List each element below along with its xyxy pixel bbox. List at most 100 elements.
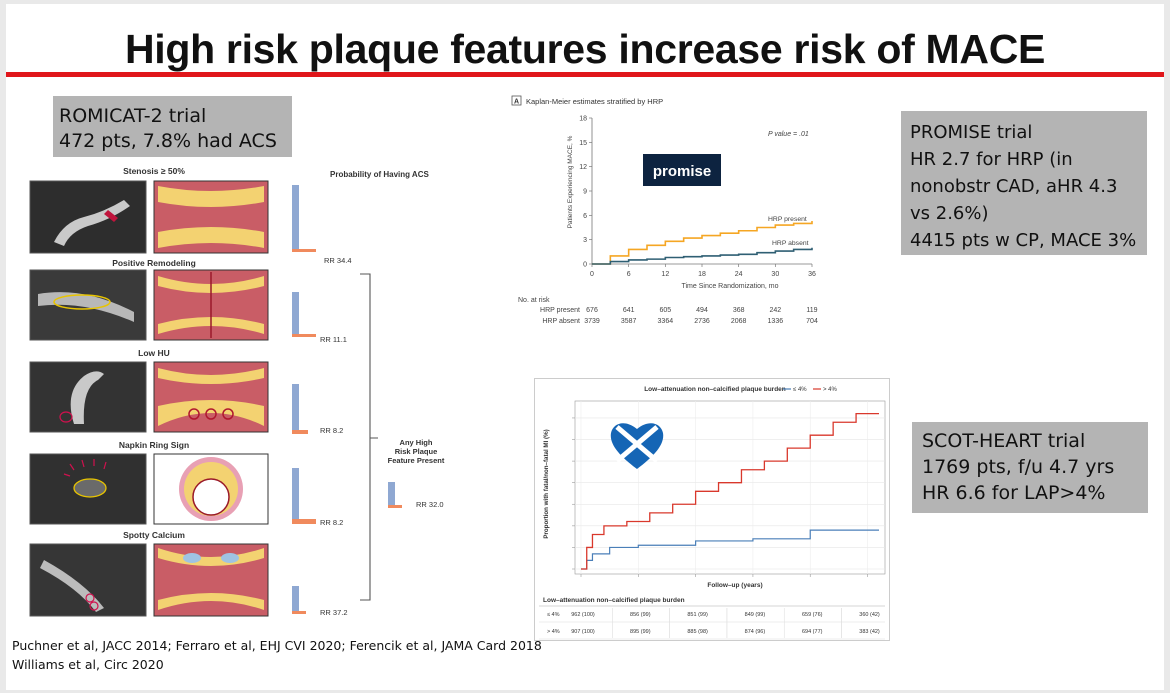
scot-legend-low: ≤ 4% — [793, 387, 807, 393]
vessel-shape — [54, 200, 130, 246]
rr-remodeling: RR 11.1 — [320, 335, 347, 344]
promise-risk-label-absent: HRP absent — [542, 318, 580, 325]
promise-risk-value: 3739 — [584, 318, 600, 325]
scot-table-value: 895 (99) — [630, 629, 651, 635]
promise-risk-label-present: HRP present — [540, 307, 580, 314]
promise-risk-value: 2068 — [731, 318, 747, 325]
scot-table-value: 962 (100) — [571, 612, 595, 618]
rr-spotty: RR 37.2 — [320, 608, 348, 617]
citation-line-1: Puchner et al, JACC 2014; Ferraro et al,… — [12, 638, 542, 653]
promise-risk-value: 3364 — [658, 318, 674, 325]
title-divider — [6, 72, 1164, 77]
promise-risk-value: 242 — [769, 307, 781, 314]
promise-risk-value: 119 — [806, 307, 817, 314]
citation-line-2: Williams et al, Circ 2020 — [12, 657, 164, 672]
feature-bracket — [360, 273, 378, 601]
promise-xtick-label: 12 — [661, 271, 669, 278]
romicat-trial-stats: 472 pts, 7.8% had ACS — [59, 130, 277, 152]
promise-line-4: vs 2.6%) — [910, 203, 989, 224]
promise-present-label: HRP present — [768, 216, 807, 223]
romicat-trial-name: ROMICAT-2 trial — [59, 105, 207, 127]
promise-line-1: PROMISE trial — [910, 122, 1033, 143]
row-label-napkin: Napkin Ring Sign — [119, 440, 189, 450]
scot-table-value: 659 (76) — [802, 612, 823, 618]
scot-table-value: 907 (100) — [571, 629, 595, 635]
any-label-3: Feature Present — [388, 456, 445, 465]
row-label-spotty: Spotty Calcium — [123, 530, 185, 540]
rr-bar-spotty — [292, 611, 306, 614]
promise-xtick-label: 36 — [808, 271, 816, 278]
scot-ylabel: Proportion with fatal/non–fatal MI (%) — [543, 429, 550, 538]
scot-line-1: SCOT-HEART trial — [922, 430, 1086, 452]
promise-ytick-label: 12 — [579, 164, 587, 171]
row-label-stenosis: Stenosis ≥ 50% — [123, 166, 185, 176]
prob-bar-low-hu — [292, 384, 299, 434]
prob-bar-stenosis — [292, 185, 299, 251]
slide: High risk plaque features increase risk … — [6, 4, 1164, 690]
promise-ytick-label: 15 — [579, 140, 587, 147]
scot-heart-summary-box: SCOT-HEART trial 1769 pts, f/u 4.7 yrs H… — [912, 422, 1148, 513]
promise-xtick-label: 0 — [590, 271, 594, 278]
scot-table-value: 856 (99) — [630, 612, 651, 618]
rr-bar-remodeling — [292, 334, 316, 337]
scot-line-2: 1769 pts, f/u 4.7 yrs — [922, 456, 1115, 478]
scot-heart-figure: Low–attenuation non–calcified plaque bur… — [534, 378, 890, 641]
promise-ytick-label: 18 — [579, 116, 587, 123]
rr-napkin: RR 8.2 — [320, 518, 343, 527]
promise-risk-value: 704 — [806, 318, 818, 325]
prob-bar-spotty — [292, 586, 299, 614]
promise-xlabel: Time Since Randomization, mo — [681, 283, 778, 290]
scot-line-3: HR 6.6 for LAP>4% — [922, 482, 1106, 504]
promise-figure: A Kaplan-Meier estimates stratified by H… — [510, 92, 826, 328]
slide-title: High risk plaque features increase risk … — [124, 26, 1046, 72]
romicat-summary-box: ROMICAT-2 trial 472 pts, 7.8% had ACS — [53, 96, 292, 157]
any-label-2: Risk Plaque — [395, 447, 438, 456]
any-label-1: Any High — [400, 438, 433, 447]
scot-table-value: 849 (99) — [745, 612, 766, 618]
promise-panel-letter: A — [514, 99, 519, 106]
promise-pvalue: P value = .01 — [768, 131, 809, 138]
prob-header: Probability of Having ACS — [330, 170, 429, 179]
promise-absent-label: HRP absent — [772, 240, 809, 247]
rr-bar-any — [388, 505, 402, 508]
promise-ytick-label: 9 — [583, 189, 587, 196]
promise-ytick-label: 3 — [583, 237, 587, 244]
prob-bar-remodeling — [292, 292, 299, 336]
scot-table-label-low: ≤ 4% — [547, 612, 560, 618]
stenosis-marker — [104, 210, 118, 222]
scot-table-value: 885 (98) — [687, 629, 708, 635]
promise-risk-value: 368 — [733, 307, 745, 314]
promise-ytick-label: 0 — [583, 262, 587, 269]
promise-logo — [643, 154, 721, 186]
promise-xtick-label: 6 — [627, 271, 631, 278]
promise-risk-value: 1336 — [768, 318, 784, 325]
scot-table-value: 874 (96) — [745, 629, 766, 635]
scot-xlabel: Follow–up (years) — [707, 582, 762, 589]
rr-stenosis: RR 34.4 — [324, 256, 352, 265]
rr-bar-napkin — [292, 519, 316, 524]
scot-series-low — [581, 529, 879, 570]
scotland-heart-icon — [610, 423, 664, 469]
promise-xtick-label: 24 — [735, 271, 743, 278]
promise-risk-value: 494 — [696, 307, 708, 314]
scot-series-high — [581, 412, 879, 570]
promise-risk-header: No. at risk — [518, 297, 550, 304]
romicat-figure: Probability of Having ACS Stenosis ≥ 50%… — [24, 162, 464, 622]
rr-bar-low-hu — [292, 430, 308, 434]
promise-line-5: 4415 pts w CP, MACE 3% — [910, 230, 1137, 251]
citations: Puchner et al, JACC 2014; Ferraro et al,… — [12, 636, 542, 674]
promise-risk-value: 641 — [623, 307, 635, 314]
rr-low-hu: RR 8.2 — [320, 426, 343, 435]
scot-legend-high: > 4% — [823, 387, 838, 393]
prob-bar-napkin — [292, 468, 299, 524]
promise-line-2: HR 2.7 for HRP (in — [910, 149, 1073, 170]
promise-xtick-label: 18 — [698, 271, 706, 278]
promise-ylabel: Patients Experiencing MACE, % — [567, 135, 574, 228]
prob-bar-any — [388, 482, 395, 508]
promise-chart-title: Kaplan-Meier estimates stratified by HRP — [526, 97, 663, 106]
scot-table-value: 360 (42) — [859, 612, 880, 618]
scot-table-label-high: > 4% — [547, 629, 560, 635]
row-label-remodeling: Positive Remodeling — [112, 258, 196, 268]
ct-image-spotty — [29, 543, 147, 617]
promise-series-hrp-present — [592, 221, 813, 265]
